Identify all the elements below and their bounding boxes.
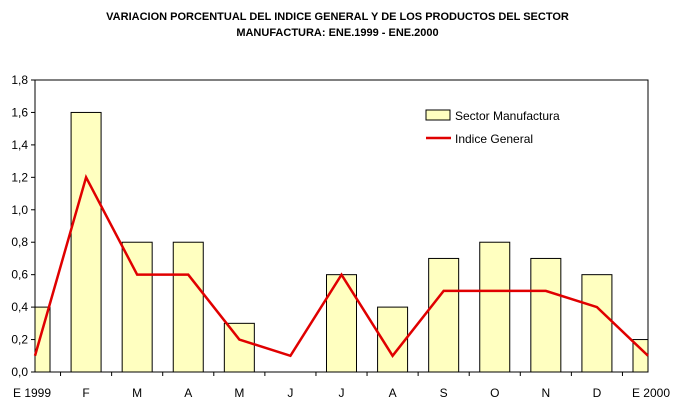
x-tick-label: A: [389, 386, 397, 400]
bar: [428, 257, 460, 373]
bar: [530, 257, 562, 373]
x-tick-label: J: [339, 386, 345, 400]
bar: [34, 306, 51, 373]
bar: [479, 241, 511, 373]
x-tick-label: E 1999: [13, 386, 51, 400]
legend-label-indice-general: Indice General: [455, 132, 533, 146]
chart-title-line-2: MANUFACTURA: ENE.1999 - ENE.2000: [236, 27, 439, 39]
y-tick-label: 0,2: [11, 333, 28, 347]
bar: [223, 322, 255, 373]
x-tick-label: M: [132, 386, 142, 400]
x-tick-label: M: [234, 386, 244, 400]
y-tick-label: 0,4: [11, 300, 28, 314]
y-tick-label: 1,8: [11, 73, 28, 87]
bar: [581, 274, 613, 373]
x-tick-label: A: [184, 386, 192, 400]
x-tick-label: D: [593, 386, 602, 400]
y-tick-label: 1,6: [11, 105, 28, 119]
x-tick-label: J: [287, 386, 293, 400]
x-tick-label: F: [82, 386, 89, 400]
legend-label-sector-manufactura: Sector Manufactura: [455, 109, 560, 123]
chart-title-line-1: VARIACION PORCENTUAL DEL INDICE GENERAL …: [106, 11, 569, 23]
y-tick-label: 0,8: [11, 235, 28, 249]
plot-area: 0,0 0,2 0,4 0,6 0,8 1,0 1,2 1,4 1,6 1,8 E 1999 F M A M…: [11, 73, 670, 400]
y-tick-label: 1,2: [11, 170, 28, 184]
bar: [121, 241, 153, 373]
bar: [172, 241, 204, 373]
bar: [70, 111, 102, 373]
x-tick-label: O: [490, 386, 499, 400]
chart-title: VARIACION PORCENTUAL DEL INDICE GENERAL …: [0, 9, 675, 41]
y-tick-label: 1,0: [11, 203, 28, 217]
legend-swatch-sector-manufactura: [425, 109, 451, 121]
x-tick-label: S: [440, 386, 448, 400]
legend: Sector Manufactura Indice General: [425, 109, 560, 146]
indice-general-line: [33, 173, 649, 358]
x-tick-label: E 2000: [632, 386, 670, 400]
y-tick-label: 0,0: [11, 365, 28, 379]
y-tick-label: 1,4: [11, 138, 28, 152]
x-tick-label: N: [541, 386, 550, 400]
y-tick-label: 0,6: [11, 268, 28, 282]
